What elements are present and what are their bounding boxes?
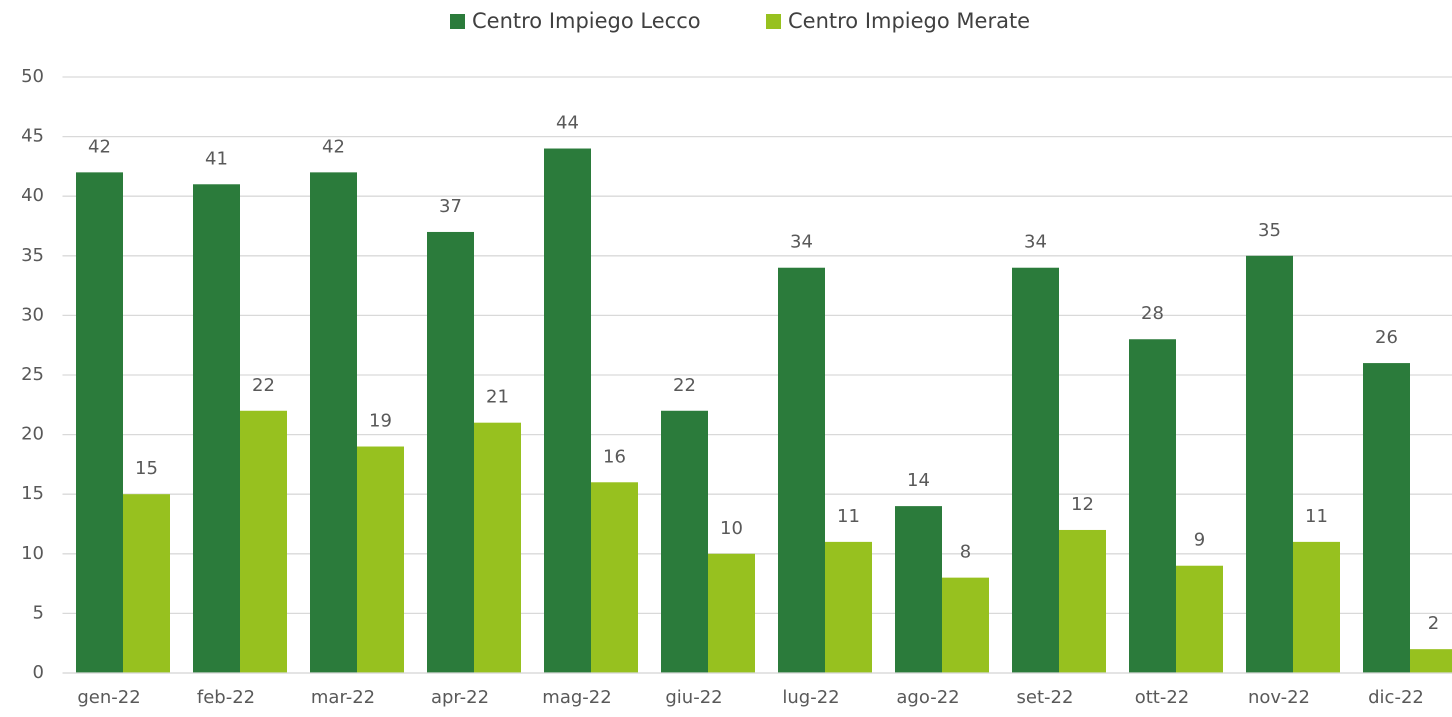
y-tick-label: 50 [21, 66, 44, 87]
value-label: 12 [1071, 494, 1094, 515]
value-label: 22 [673, 375, 696, 396]
bar [1410, 649, 1452, 673]
value-label: 10 [720, 518, 743, 539]
value-label: 28 [1141, 303, 1164, 324]
x-tick-label: gen-22 [77, 687, 140, 708]
value-label: 19 [369, 411, 392, 432]
value-label: 41 [205, 148, 228, 169]
legend-label: Centro Impiego Lecco [472, 9, 701, 33]
bar [1012, 267, 1059, 673]
value-label: 21 [486, 387, 509, 408]
bar [240, 410, 287, 673]
bar [895, 506, 942, 673]
value-label: 14 [907, 470, 930, 491]
value-label: 44 [556, 113, 579, 134]
value-label: 34 [790, 232, 813, 253]
x-tick-label: apr-22 [431, 687, 489, 708]
bar [1059, 529, 1106, 673]
value-label: 22 [252, 375, 275, 396]
bar [1176, 565, 1223, 673]
x-tick-label: ago-22 [896, 687, 959, 708]
value-label: 35 [1258, 220, 1281, 241]
value-label: 11 [837, 506, 860, 527]
bar [1363, 363, 1410, 673]
bar [123, 494, 170, 673]
x-tick-label: mar-22 [311, 687, 375, 708]
bar [357, 446, 404, 673]
value-label: 9 [1194, 530, 1205, 551]
y-tick-label: 30 [21, 304, 44, 325]
value-label: 11 [1305, 506, 1328, 527]
bar [1129, 339, 1176, 673]
x-tick-label: mag-22 [542, 687, 611, 708]
value-label: 8 [960, 542, 971, 563]
value-label: 16 [603, 446, 626, 467]
value-label: 34 [1024, 232, 1047, 253]
x-tick-label: giu-22 [665, 687, 722, 708]
y-tick-label: 5 [33, 602, 44, 623]
y-tick-label: 25 [21, 364, 44, 385]
legend-swatch [766, 14, 781, 29]
value-label: 42 [88, 136, 111, 157]
x-tick-label: ott-22 [1135, 687, 1190, 708]
x-tick-label: nov-22 [1248, 687, 1310, 708]
value-label: 15 [135, 458, 158, 479]
bar [193, 184, 240, 673]
bar [427, 231, 474, 673]
x-tick-label: set-22 [1017, 687, 1074, 708]
bar [76, 172, 123, 674]
value-label: 37 [439, 196, 462, 217]
value-label: 2 [1428, 613, 1439, 634]
bar [825, 541, 872, 673]
legend-swatch [450, 14, 465, 29]
y-tick-label: 0 [33, 662, 44, 683]
legend-label: Centro Impiego Merate [788, 9, 1030, 33]
x-tick-label: dic-22 [1368, 687, 1424, 708]
y-tick-label: 35 [21, 245, 44, 266]
bar [778, 267, 825, 673]
x-tick-label: feb-22 [197, 687, 255, 708]
y-tick-label: 15 [21, 483, 44, 504]
y-tick-label: 45 [21, 126, 44, 147]
bar [591, 482, 638, 673]
y-tick-label: 10 [21, 543, 44, 564]
bar [942, 577, 989, 673]
value-label: 42 [322, 136, 345, 157]
x-tick-label: lug-22 [782, 687, 839, 708]
bar [661, 410, 708, 673]
bar [1246, 255, 1293, 674]
bar [1293, 541, 1340, 673]
y-tick-label: 20 [21, 424, 44, 445]
bar [544, 148, 591, 673]
y-tick-label: 40 [21, 185, 44, 206]
bar [310, 172, 357, 674]
bar [474, 422, 521, 673]
value-label: 26 [1375, 327, 1398, 348]
bar [708, 553, 755, 673]
